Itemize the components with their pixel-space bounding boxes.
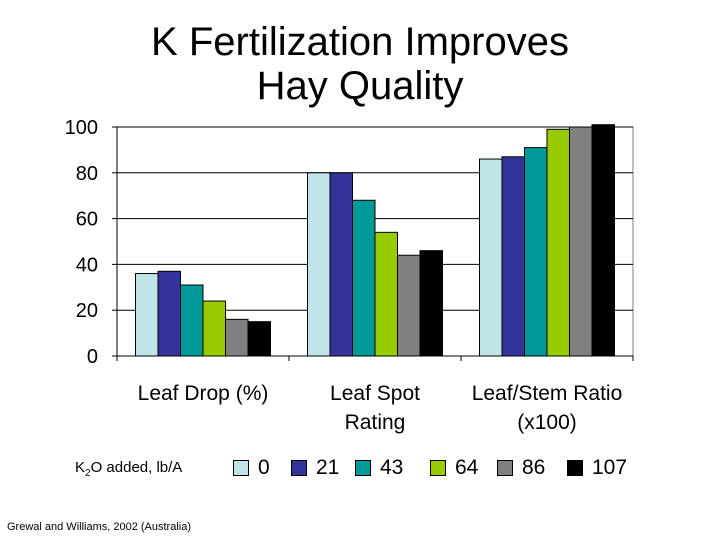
bar-series-86-cat-2 (569, 126, 593, 357)
bar-series-64-cat-1 (374, 231, 398, 357)
bar-series-107-cat-2 (591, 124, 615, 357)
category-label: Rating (345, 411, 406, 434)
y-tick-label: 20 (76, 300, 98, 322)
title-line-2: Hay Quality (256, 64, 464, 108)
legend-label: 43 (380, 456, 404, 479)
legend-label: 64 (455, 456, 479, 479)
legend-swatch (430, 460, 446, 476)
legend-swatch (567, 460, 583, 476)
title-line-1: K Fertilization Improves (151, 20, 569, 64)
legend-caption-subscript: 2 (85, 468, 91, 479)
bar-series-86-cat-0 (225, 318, 249, 357)
legend-caption: K2O added, lb/A (75, 459, 182, 479)
bar-series-64-cat-0 (202, 300, 226, 357)
bar-series-21-cat-1 (329, 172, 353, 357)
legend-swatch (233, 460, 249, 476)
bar-series-21-cat-2 (501, 156, 525, 357)
source-citation: Grewal and Williams, 2002 (Australia) (7, 521, 192, 533)
legend-caption-prefix: K (75, 459, 86, 476)
y-tick-label: 80 (76, 163, 98, 185)
legend-label: 0 (258, 456, 270, 479)
category-label: Leaf Spot (330, 382, 420, 405)
bar-series-0-cat-0 (135, 273, 159, 357)
chart-title: K Fertilization Improves Hay Quality (0, 20, 720, 108)
legend-swatch (291, 460, 307, 476)
bar-series-43-cat-0 (180, 284, 204, 357)
y-tick-label: 100 (65, 117, 98, 139)
legend-caption-suffix: O added, lb/A (90, 459, 183, 476)
legend-swatch (497, 460, 513, 476)
legend-label: 21 (316, 456, 340, 479)
bar-series-43-cat-1 (352, 199, 376, 357)
legend-swatch (355, 460, 371, 476)
y-tick-label: 0 (87, 346, 98, 368)
category-label: Leaf Drop (%) (138, 382, 269, 405)
bar-series-107-cat-1 (419, 250, 443, 357)
category-label: Leaf/Stem Ratio (472, 382, 623, 405)
bar-series-64-cat-2 (546, 128, 570, 357)
legend-label: 107 (592, 456, 628, 479)
category-label: (x100) (517, 411, 577, 434)
y-tick-label: 60 (76, 209, 98, 231)
bar-series-43-cat-2 (524, 147, 548, 357)
bar-series-0-cat-2 (479, 158, 503, 357)
legend-label: 86 (522, 456, 546, 479)
bar-series-107-cat-0 (247, 321, 271, 357)
bar-series-86-cat-1 (397, 254, 421, 357)
bar-series-0-cat-1 (307, 172, 331, 357)
bar-series-21-cat-0 (157, 270, 181, 357)
y-tick-label: 40 (76, 254, 98, 276)
